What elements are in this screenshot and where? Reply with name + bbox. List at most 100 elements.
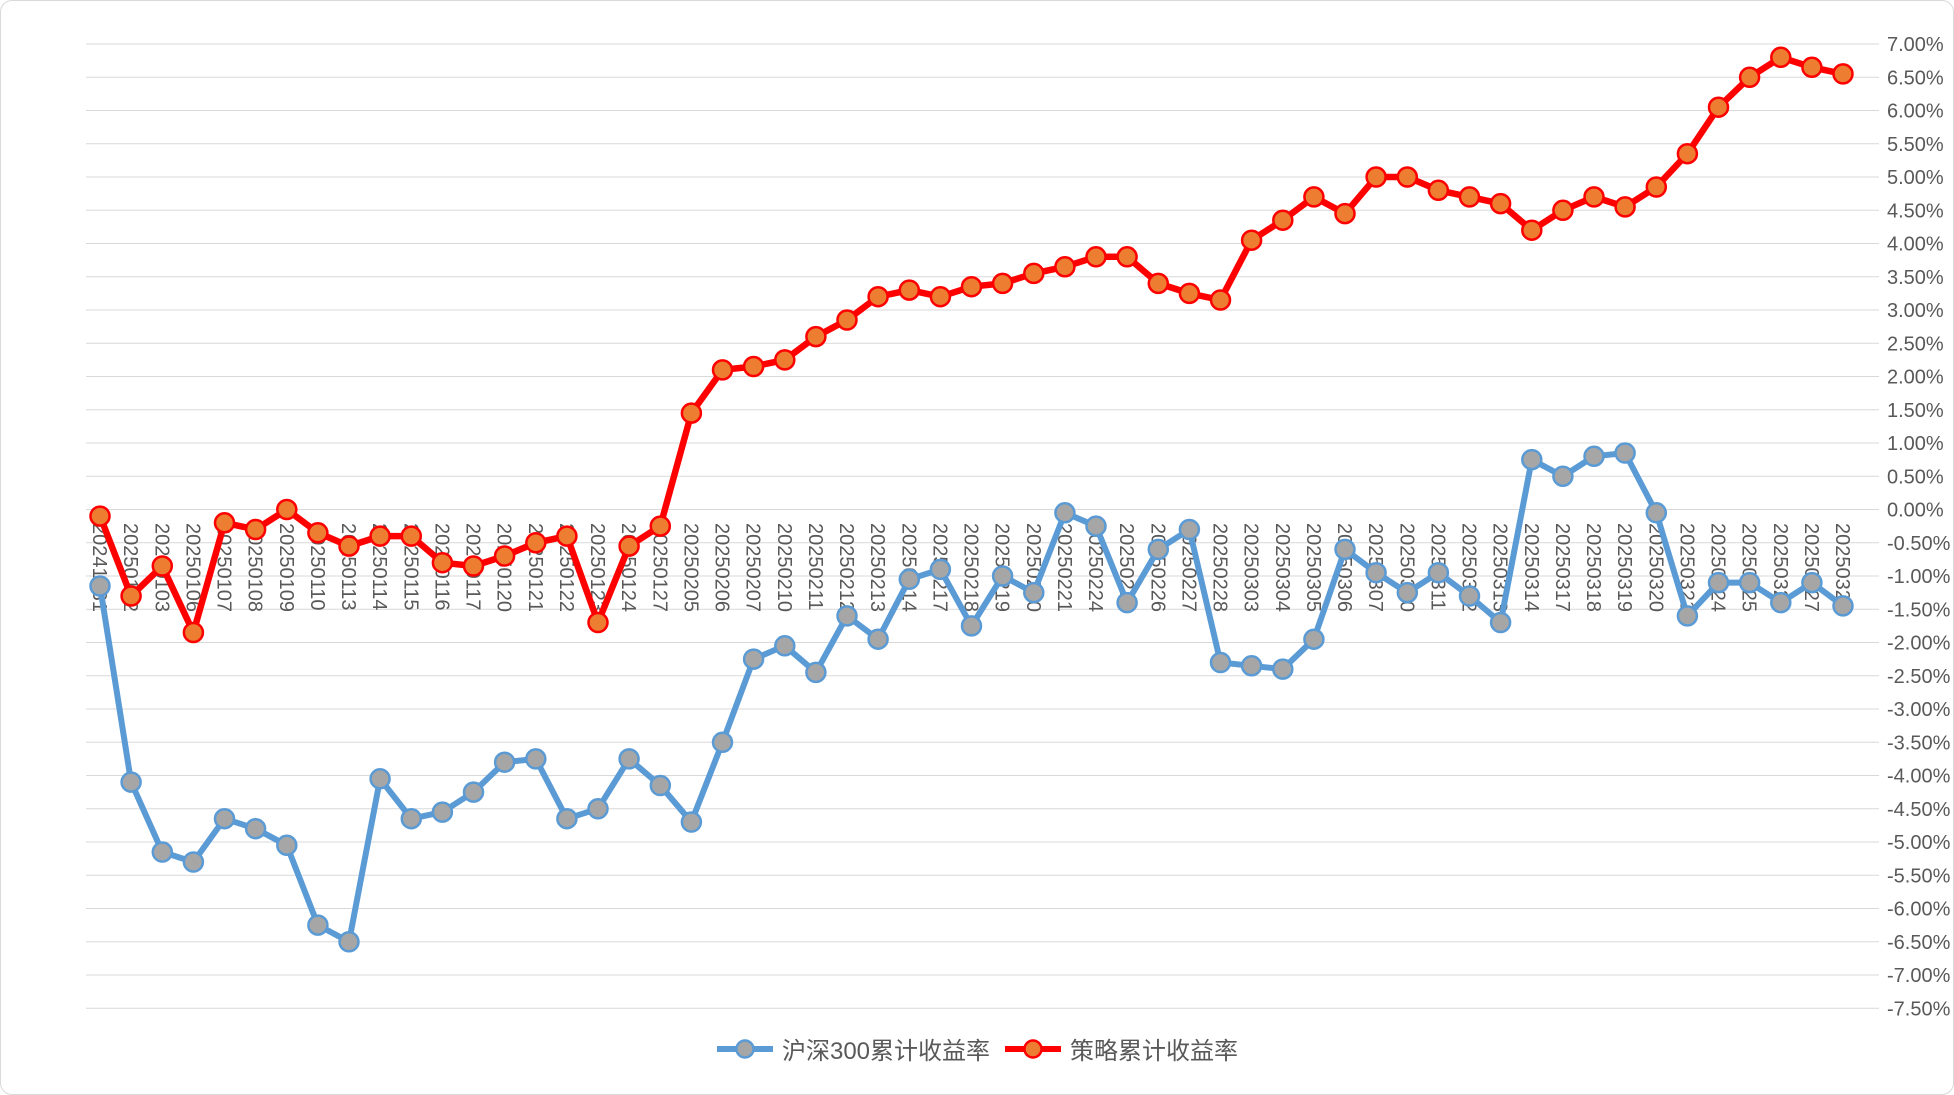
x-axis-tick-label: 20250325: [1738, 523, 1760, 612]
legend: 沪深300累计收益率 策略累计收益率: [716, 1031, 1238, 1066]
csi300-data-point-marker: [680, 811, 703, 833]
csi300-data-point-marker: [805, 661, 827, 684]
y-axis-tick-label: -3.00%: [1887, 699, 1951, 721]
strategy-data-point-marker: [618, 535, 640, 557]
csi300-data-point-marker: [960, 615, 983, 637]
x-axis-tick-label: 20250123: [586, 523, 608, 612]
csi300-data-point-marker: [711, 731, 734, 754]
csi300-data-point-marker: [1458, 585, 1481, 607]
strategy-data-point-marker: [774, 349, 796, 371]
y-axis-tick-label: 7.00%: [1887, 34, 1944, 56]
strategy-data-point-marker: [1209, 289, 1232, 311]
csi300-data-point-marker: [276, 834, 298, 857]
strategy-data-point-marker: [1240, 229, 1263, 251]
csi300-data-point-marker: [1334, 538, 1356, 561]
strategy-data-point-marker: [867, 285, 889, 308]
csi300-data-point-marker: [1552, 465, 1574, 488]
csi300-data-point-marker: [1054, 502, 1076, 524]
y-axis-tick-label: 5.00%: [1887, 167, 1944, 189]
strategy-data-point-marker: [1054, 256, 1076, 278]
strategy-data-point-marker: [244, 518, 267, 541]
csi300-data-point-marker: [1116, 591, 1138, 614]
x-axis-tick-label: 20250305: [1302, 523, 1324, 612]
csi300-data-point-marker: [1303, 628, 1325, 650]
strategy-data-point-marker: [1645, 176, 1668, 198]
csi300-data-point-marker: [929, 558, 952, 581]
x-axis-tick-label: 20250212: [835, 523, 857, 612]
x-axis-tick-label: 20250319: [1613, 523, 1635, 612]
y-axis-tick-label: -4.50%: [1887, 799, 1951, 821]
x-axis-tick-label: 20250120: [493, 523, 515, 612]
legend-label-csi300: 沪深300累计收益率: [781, 1038, 991, 1065]
x-axis-tick-label: 20250206: [711, 523, 733, 612]
strategy-data-point-marker: [805, 325, 827, 348]
strategy-legend-swatch-icon: [1005, 1038, 1062, 1059]
x-axis-tick-label: 20250106: [181, 523, 203, 612]
csi300-data-point-marker: [89, 575, 111, 597]
y-axis-tick-label: -0.50%: [1887, 533, 1951, 555]
strategy-data-point-marker: [1583, 186, 1605, 208]
strategy-data-point-marker: [898, 279, 921, 301]
csi300-data-point-marker: [493, 751, 516, 773]
y-axis-tick-label: 0.00%: [1887, 500, 1944, 522]
y-axis-tick-label: -5.00%: [1887, 832, 1951, 854]
csi300-data-point-marker: [431, 801, 454, 823]
csi300-data-point-marker: [1396, 581, 1419, 604]
csi300-data-point-marker: [151, 841, 174, 863]
y-axis-tick-label: 1.50%: [1887, 400, 1944, 422]
csi300-data-point-marker: [1832, 595, 1854, 617]
legend-item-csi300: 沪深300累计收益率: [716, 1031, 990, 1066]
csi300-data-point-marker: [1801, 571, 1823, 594]
strategy-data-point-marker: [1738, 66, 1761, 89]
csi300-data-point-marker: [307, 914, 329, 936]
csi300-data-point-marker: [338, 931, 360, 953]
x-axis-tick-label: 20250303: [1240, 523, 1262, 612]
csi300-data-point-marker: [1614, 442, 1636, 464]
legend-label-strategy: 策略累计收益率: [1070, 1038, 1239, 1065]
strategy-data-point-marker: [307, 522, 329, 544]
strategy-data-point-marker: [929, 285, 952, 308]
x-axis-tick-label: 20250314: [1520, 523, 1542, 612]
strategy-data-point-marker: [556, 525, 578, 547]
strategy-data-point-marker: [649, 515, 672, 537]
strategy-data-point-marker: [680, 402, 703, 424]
csi300-data-point-marker: [1085, 515, 1107, 537]
csi300-data-point-marker: [649, 774, 672, 797]
y-axis-tick-label: -7.50%: [1887, 998, 1951, 1020]
csi300-data-point-marker: [774, 635, 796, 657]
y-axis-tick-label: 6.00%: [1887, 101, 1944, 123]
strategy-data-point-marker: [338, 535, 360, 557]
csi300-data-point-marker: [991, 565, 1014, 587]
strategy-data-point-marker: [587, 611, 609, 634]
strategy-data-point-marker: [742, 355, 765, 378]
strategy-data-point-marker: [182, 621, 205, 644]
csi300-data-point-marker: [213, 807, 236, 830]
x-axis-tick-label: 20250228: [1209, 523, 1231, 612]
csi300-data-point-marker: [1707, 571, 1730, 594]
legend-item-strategy: 策略累计收益率: [1004, 1031, 1238, 1066]
csi300-data-point-marker: [462, 781, 485, 803]
y-axis-tick-label: 6.50%: [1887, 67, 1944, 89]
strategy-data-point-marker: [1023, 262, 1045, 285]
csi300-data-point-marker: [867, 628, 889, 650]
strategy-data-point-marker: [1489, 192, 1512, 215]
strategy-data-point-marker: [400, 525, 423, 547]
csi300-data-point-marker: [1147, 538, 1170, 561]
y-axis-tick-label: 4.00%: [1887, 234, 1944, 256]
x-axis-tick-label: 20250109: [275, 523, 297, 612]
csi300-data-point-marker: [1645, 502, 1668, 524]
y-axis-tick-label: -1.50%: [1887, 599, 1951, 621]
strategy-data-point-marker: [1614, 196, 1636, 218]
csi300-data-point-marker: [1178, 518, 1201, 541]
strategy-data-point-marker: [1458, 186, 1481, 208]
strategy-data-point-marker: [213, 512, 236, 534]
csi300-data-point-marker: [587, 798, 609, 820]
y-axis-tick-label: -6.50%: [1887, 932, 1951, 954]
y-axis-tick-label: -5.50%: [1887, 865, 1951, 887]
x-axis-tick-label: 20250211: [804, 523, 826, 611]
csi300-data-point-marker: [1583, 445, 1605, 468]
strategy-data-point-marker: [276, 498, 298, 521]
y-axis-tick-label: 2.00%: [1887, 367, 1944, 389]
y-axis-tick-label: -3.50%: [1887, 732, 1951, 754]
